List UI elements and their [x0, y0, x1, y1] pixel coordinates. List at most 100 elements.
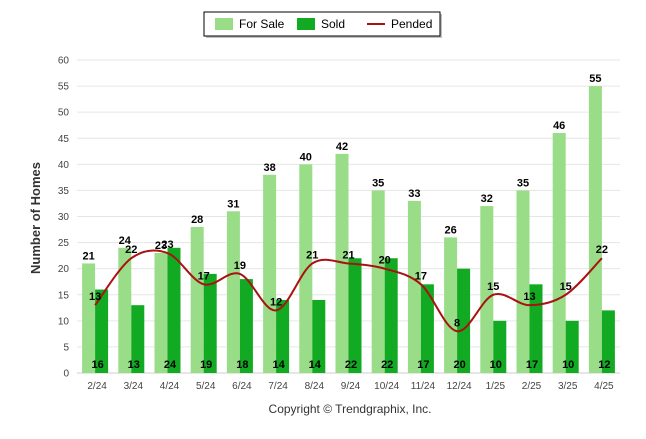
for-sale-bar [371, 190, 385, 373]
x-tick-label: 11/24 [411, 381, 436, 392]
for-sale-value-label: 21 [82, 250, 94, 262]
sold-bar [167, 247, 181, 373]
for-sale-value-label: 40 [300, 151, 312, 163]
for-sale-value-label: 42 [336, 141, 348, 153]
y-tick-label: 10 [58, 316, 70, 327]
sold-bar [420, 284, 434, 373]
x-tick-labels: 2/24 3/24 4/24 5/24 6/24 7/24 8/24 9/24 10/24 11/… [87, 381, 614, 392]
y-tick-label: 50 [58, 108, 70, 119]
for-sale-value-label: 46 [553, 120, 565, 132]
for-sale-value-label: 35 [517, 177, 529, 189]
for-sale-value-label: 32 [481, 193, 493, 205]
sold-value-label: 12 [598, 359, 610, 371]
sold-bar [95, 289, 109, 373]
for-sale-bar [552, 133, 566, 373]
sold-bar [239, 279, 253, 373]
legend-swatch-sold [297, 18, 315, 30]
x-tick-label: 10/24 [374, 381, 399, 392]
sold-bar [493, 320, 507, 373]
for-sale-value-label: 28 [191, 214, 203, 226]
for-sale-bar [444, 237, 458, 373]
sold-bar [529, 284, 543, 373]
y-tick-label: 5 [63, 342, 69, 353]
x-tick-label: 3/24 [124, 381, 144, 392]
sold-value-label: 10 [490, 359, 502, 371]
y-tick-label: 45 [58, 134, 70, 145]
for-sale-bar [516, 190, 530, 373]
x-tick-label: 6/24 [232, 381, 252, 392]
x-tick-label: 12/24 [447, 381, 472, 392]
sold-value-label: 16 [91, 359, 103, 371]
sold-bar [276, 299, 290, 373]
sold-value-label: 18 [236, 359, 248, 371]
for-sale-value-label: 38 [263, 162, 275, 174]
for-sale-value-label: 35 [372, 177, 384, 189]
x-tick-label: 3/25 [558, 381, 578, 392]
sold-bar [384, 258, 398, 373]
x-tick-label: 4/25 [594, 381, 614, 392]
x-tick-label: 1/25 [486, 381, 506, 392]
sold-bar [565, 320, 579, 373]
legend: For Sale Sold Pended [203, 11, 442, 38]
pended-value-label: 17 [415, 270, 427, 282]
pended-value-label: 13 [523, 291, 535, 303]
pended-value-label: 8 [454, 317, 460, 329]
for-sale-value-label: 33 [408, 188, 420, 200]
sold-value-label: 24 [164, 359, 177, 371]
pended-value-label: 20 [379, 255, 391, 267]
for-sale-bar [82, 263, 96, 373]
pended-value-label: 15 [560, 281, 572, 293]
sold-value-label: 10 [562, 359, 574, 371]
for-sale-bar [118, 247, 132, 373]
sold-bar [457, 268, 471, 373]
sold-bar [131, 305, 145, 373]
x-tick-label: 8/24 [305, 381, 325, 392]
sold-bar [601, 310, 615, 373]
y-tick-labels: 0 5 10 15 20 25 30 35 40 45 50 55 60 [58, 56, 70, 380]
pended-line [94, 249, 603, 333]
y-tick-label: 55 [58, 82, 70, 93]
for-sale-bar [226, 211, 240, 373]
sold-value-label: 17 [526, 359, 538, 371]
y-axis-title: Number of Homes [28, 162, 43, 274]
pended-value-label: 19 [234, 260, 246, 272]
pended-value-label: 22 [125, 244, 137, 256]
pended-value-label: 21 [306, 249, 318, 261]
sold-bar [348, 258, 362, 373]
pended-value-label: 17 [198, 270, 210, 282]
y-tick-label: 30 [58, 212, 70, 223]
y-tick-label: 60 [58, 56, 70, 67]
for-sale-bar [263, 174, 277, 373]
x-tick-label: 7/24 [268, 381, 288, 392]
for-sale-value-label: 55 [589, 73, 601, 85]
for-sale-bar [407, 200, 421, 373]
sold-value-label: 22 [381, 359, 393, 371]
x-tick-label: 2/24 [87, 381, 107, 392]
pended-value-label: 23 [161, 239, 173, 251]
legend-box [203, 11, 441, 37]
y-tick-label: 15 [58, 290, 70, 301]
pended-value-label: 12 [270, 296, 282, 308]
y-tick-label: 0 [63, 369, 69, 380]
for-sale-bar [588, 86, 602, 373]
x-tick-label: 9/24 [341, 381, 361, 392]
y-tick-label: 35 [58, 186, 70, 197]
pended-value-label: 13 [89, 291, 101, 303]
copyright-text: Copyright © Trendgraphix, Inc. [269, 402, 432, 416]
for-sale-bar [480, 206, 494, 373]
sold-bar [203, 273, 217, 373]
for-sale-value-label: 31 [227, 198, 239, 210]
sold-bar [312, 299, 326, 373]
pended-value-label: 21 [342, 249, 354, 261]
sold-value-label: 13 [128, 359, 140, 371]
sold-value-label: 19 [200, 359, 212, 371]
pended-value-label: 15 [487, 281, 499, 293]
sold-value-label: 14 [272, 359, 285, 371]
legend-swatch-for-sale [215, 18, 233, 30]
x-tick-label: 5/24 [196, 381, 216, 392]
y-tick-label: 20 [58, 264, 70, 275]
sold-value-label: 14 [309, 359, 322, 371]
legend-label: For Sale [239, 17, 285, 31]
